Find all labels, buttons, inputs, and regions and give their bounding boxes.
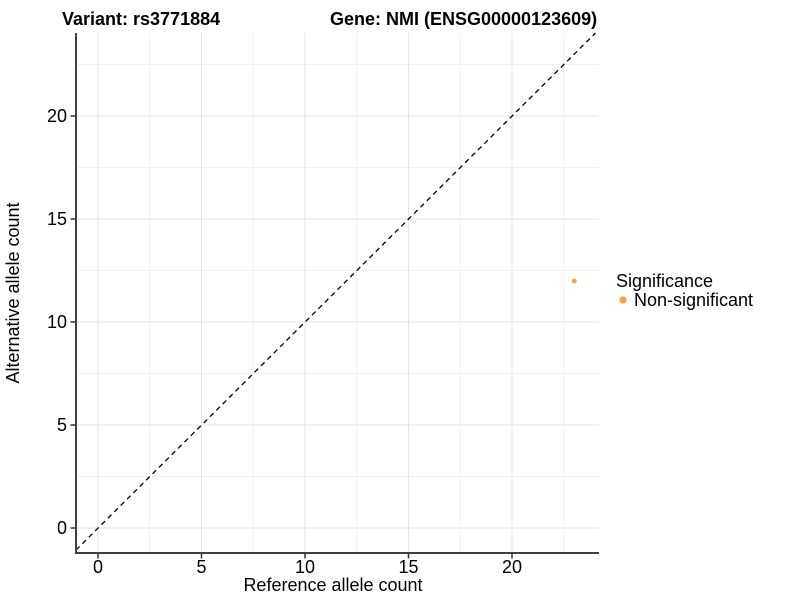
x-tick-label-10: 10 <box>295 557 315 577</box>
x-tick-marks <box>97 554 513 559</box>
y-tick-label-15: 15 <box>47 209 67 229</box>
x-tick-label-20: 20 <box>502 557 522 577</box>
legend: Significance Non-significant <box>616 271 753 310</box>
x-tick-label-15: 15 <box>398 557 418 577</box>
plot-panel <box>76 33 599 553</box>
gridlines-minor <box>76 33 599 553</box>
y-tick-label-20: 20 <box>47 106 67 126</box>
legend-title: Significance <box>616 271 713 291</box>
y-tick-label-5: 5 <box>57 415 67 435</box>
legend-item-label: Non-significant <box>634 290 753 310</box>
data-point <box>571 278 577 284</box>
x-axis-title: Reference allele count <box>243 575 422 595</box>
legend-point-icon <box>619 296 627 304</box>
x-tick-label-5: 5 <box>196 557 206 577</box>
gridlines-major <box>76 33 599 553</box>
y-axis-title: Alternative allele count <box>3 202 23 383</box>
y-tick-label-10: 10 <box>47 312 67 332</box>
plot-title-variant: Variant: rs3771884 <box>62 9 220 29</box>
x-tick-label-0: 0 <box>93 557 103 577</box>
y-tick-label-0: 0 <box>57 518 67 538</box>
y-tick-marks <box>70 115 75 529</box>
plot-title-gene: Gene: NMI (ENSG00000123609) <box>330 9 597 29</box>
